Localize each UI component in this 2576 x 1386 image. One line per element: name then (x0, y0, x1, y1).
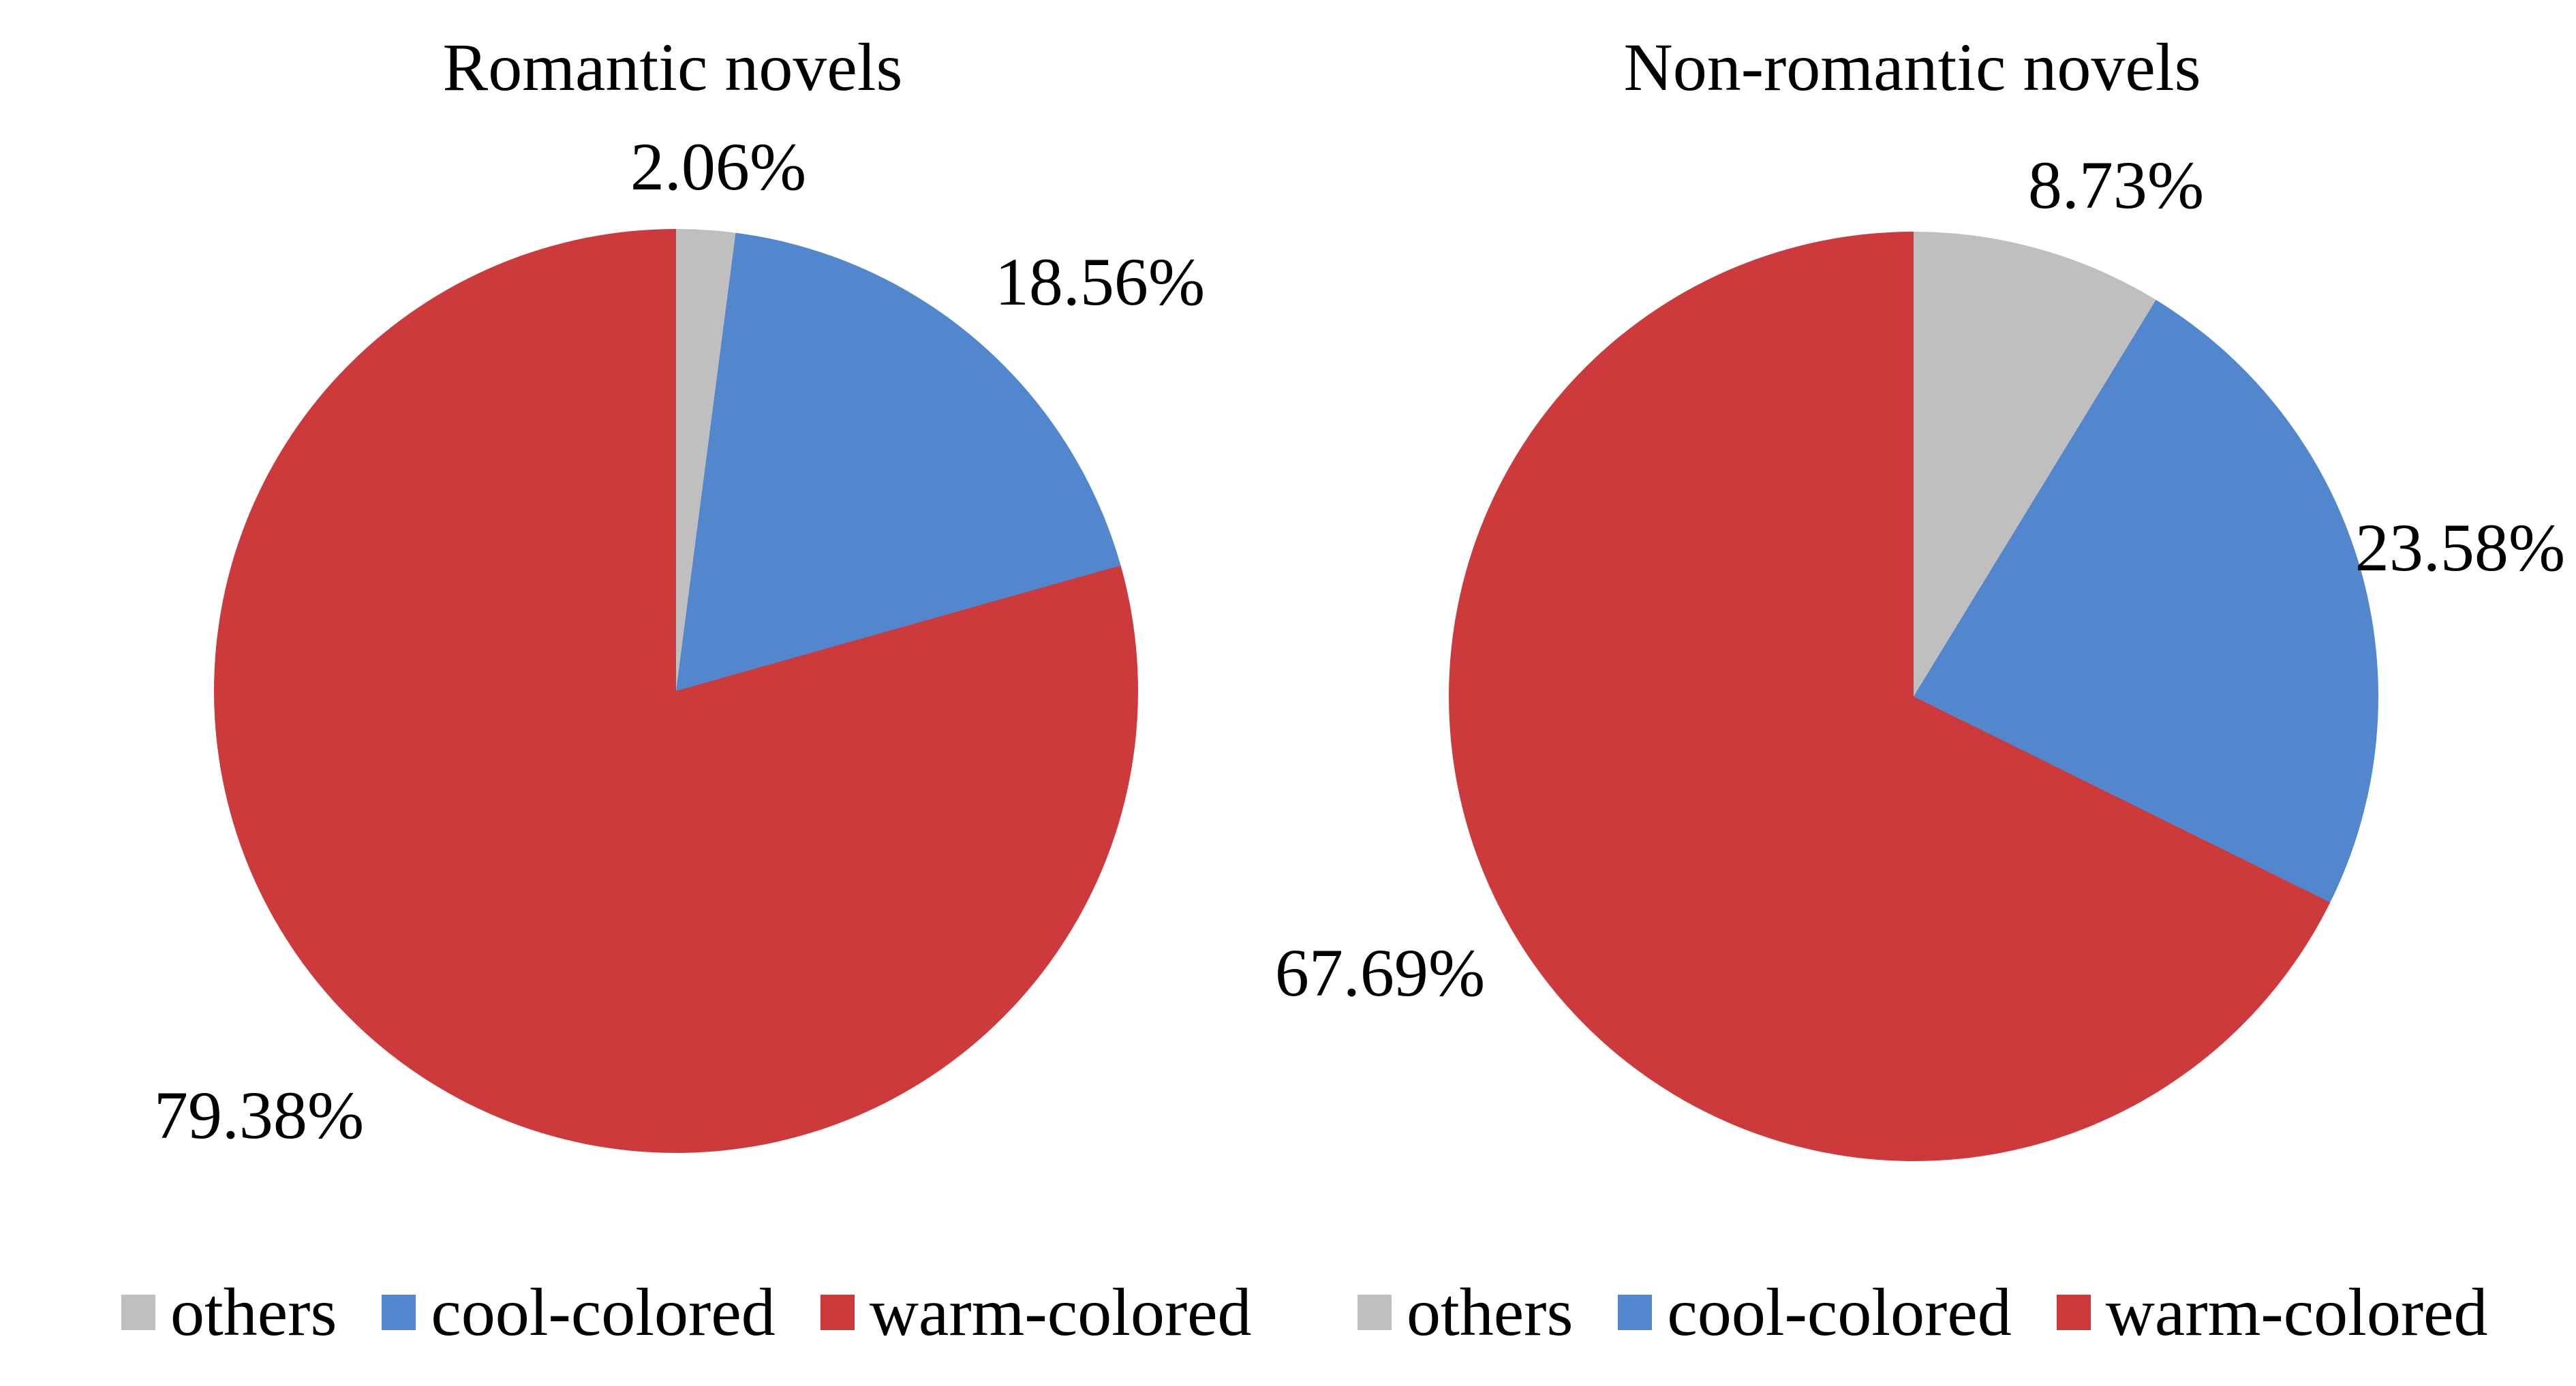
slice-label-non-romantic-others: 8.73% (2027, 147, 2205, 223)
legend-non-romantic: others cool-colored warm-colored (1358, 1273, 2488, 1351)
legend-label-cool-colored: cool-colored (431, 1274, 776, 1350)
legend-swatch-cool-colored-icon (1618, 1294, 1653, 1330)
legend-label-warm-colored: warm-colored (2105, 1274, 2488, 1350)
legend-swatch-warm-colored-icon (2056, 1294, 2091, 1330)
slice-label-romantic-cool: 18.56% (994, 244, 1206, 320)
slice-label-romantic-warm: 79.38% (153, 1077, 365, 1153)
slice-label-non-romantic-warm: 67.69% (1274, 935, 1486, 1011)
legend-item-cool-colored: cool-colored (1618, 1273, 2012, 1351)
chart-title-non-romantic: Non-romantic novels (1623, 29, 2201, 105)
legend-swatch-warm-colored-icon (820, 1294, 855, 1330)
legend-label-warm-colored: warm-colored (869, 1274, 1252, 1350)
legend-item-others: others (121, 1273, 337, 1351)
legend-label-others: others (170, 1274, 337, 1350)
legend-swatch-others-icon (121, 1294, 155, 1330)
legend-swatch-cool-colored-icon (382, 1294, 416, 1330)
chart-title-romantic: Romantic novels (442, 29, 903, 105)
slice-label-non-romantic-cool: 23.58% (2355, 510, 2566, 585)
legend-romantic: others cool-colored warm-colored (121, 1273, 1252, 1351)
pie-chart-non-romantic (1449, 232, 2378, 1161)
legend-item-warm-colored: warm-colored (820, 1273, 1252, 1351)
pie-chart-romantic (214, 229, 1138, 1153)
legend-swatch-others-icon (1358, 1294, 1392, 1330)
legend-item-cool-colored: cool-colored (382, 1273, 776, 1351)
legend-item-warm-colored: warm-colored (2056, 1273, 2488, 1351)
legend-item-others: others (1358, 1273, 1573, 1351)
legend-label-others: others (1407, 1274, 1574, 1350)
slice-label-romantic-others: 2.06% (630, 129, 807, 204)
legend-label-cool-colored: cool-colored (1667, 1274, 2012, 1350)
